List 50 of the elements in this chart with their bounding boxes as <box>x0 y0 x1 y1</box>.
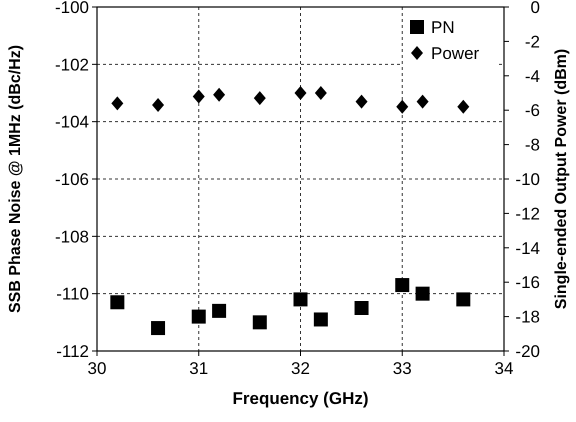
point <box>151 321 166 336</box>
y2-axis-title: Single-ended Output Power (dBm) <box>553 48 570 310</box>
x-tick-label: 30 <box>88 359 106 378</box>
y2-tick-label: -6 <box>524 101 540 120</box>
point <box>252 315 267 330</box>
y2-tick-label: -18 <box>515 308 540 327</box>
point <box>111 96 124 110</box>
y2-tick-label: -16 <box>515 273 540 292</box>
y-tick-label: -112 <box>56 342 89 361</box>
point <box>254 91 266 106</box>
point <box>192 310 206 324</box>
y2-tick-label: -4 <box>524 66 540 86</box>
y-tick-label: -102 <box>54 55 89 74</box>
legend-label: Power <box>431 44 480 63</box>
x-tick-label: 32 <box>291 359 310 378</box>
y2-tick-label: -20 <box>515 342 540 361</box>
point <box>416 94 429 109</box>
y2-tick-label: -10 <box>515 170 540 189</box>
y2-tick-label: -2 <box>524 32 540 52</box>
point <box>396 100 408 114</box>
point <box>314 86 327 100</box>
point <box>356 94 368 109</box>
x-tick-label: 33 <box>392 359 412 378</box>
y-tick-label: -100 <box>54 0 89 17</box>
y-axis-title: SSB Phase Noise @ 1MHz (dBc/Hz) <box>7 44 24 314</box>
y2-tick-label: -14 <box>515 238 540 258</box>
y2-tick-label: -8 <box>524 136 540 155</box>
y2-tick-label: 0 <box>530 0 540 17</box>
y-tick-label: -104 <box>54 112 89 132</box>
y-tick-label: -108 <box>54 227 89 246</box>
point <box>416 286 430 301</box>
point <box>294 292 308 306</box>
point <box>212 304 226 318</box>
point <box>152 98 164 112</box>
point <box>456 292 470 306</box>
legend-label: PN <box>431 18 455 37</box>
point <box>395 278 410 292</box>
point <box>314 312 328 326</box>
x-tick-label: 31 <box>189 359 208 378</box>
x-tick-label: 34 <box>494 359 514 378</box>
y2-tick-label: -12 <box>515 204 540 224</box>
y-tick-label: -110 <box>56 284 89 304</box>
x-axis-title: Frequency (GHz) <box>232 389 369 408</box>
point <box>213 88 226 102</box>
point <box>294 86 306 100</box>
point <box>110 295 124 310</box>
y-tick-label: -106 <box>54 170 89 189</box>
point <box>354 301 369 315</box>
point <box>192 89 205 104</box>
point <box>457 100 470 114</box>
